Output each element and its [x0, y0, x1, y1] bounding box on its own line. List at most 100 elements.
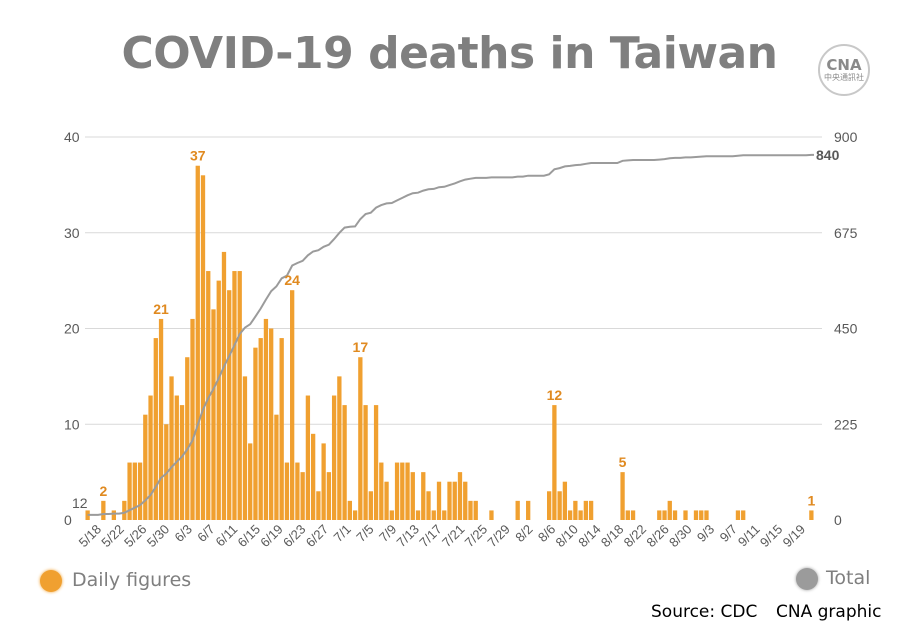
daily-bar — [363, 405, 368, 520]
daily-bar — [588, 500, 594, 520]
daily-bar — [400, 462, 405, 520]
daily-bar — [331, 395, 337, 520]
x-tick-label: 6/19 — [257, 522, 286, 551]
x-tick-label: 5/30 — [144, 522, 173, 551]
bar-value-label: 2 — [99, 483, 107, 499]
daily-bar — [672, 510, 678, 520]
bar-value-label: 24 — [284, 272, 300, 288]
legend-total-label: Total — [826, 567, 871, 589]
daily-bar — [526, 500, 531, 520]
left-axis-tick-label: 10 — [64, 416, 80, 432]
x-tick-label: 9/3 — [694, 522, 717, 545]
daily-bar — [274, 414, 279, 520]
x-tick-label: 7/29 — [484, 522, 513, 551]
daily-bar — [657, 510, 662, 520]
daily-bar — [190, 318, 195, 520]
x-tick-label: 8/14 — [575, 522, 604, 551]
daily-bar — [452, 481, 457, 520]
x-tick-label: 7/5 — [353, 522, 376, 545]
daily-bar — [352, 510, 358, 520]
total-start-label: 12 — [72, 495, 88, 511]
daily-bar — [305, 395, 311, 520]
daily-bar — [389, 510, 394, 520]
daily-bar — [310, 433, 316, 520]
daily-bar — [809, 510, 814, 520]
daily-bar — [442, 510, 447, 520]
right-axis-tick-label: 0 — [834, 512, 842, 528]
daily-bar — [693, 510, 699, 520]
daily-bar — [211, 309, 216, 520]
daily-bar — [342, 405, 347, 520]
cna-logo: CNA 中央通訊社 — [818, 44, 870, 96]
daily-bar — [326, 472, 332, 520]
daily-bar — [567, 510, 573, 520]
daily-bar — [127, 462, 132, 520]
x-tick-label: 8/10 — [553, 522, 582, 551]
total-line — [87, 153, 814, 516]
x-tick-label: 7/25 — [462, 522, 491, 551]
daily-bar — [143, 414, 148, 520]
daily-bar — [185, 357, 190, 520]
daily-bar — [111, 510, 116, 520]
x-tick-label: 9/11 — [735, 522, 763, 550]
daily-bar — [200, 175, 206, 521]
daily-bar — [620, 472, 625, 520]
x-tick-label: 6/11 — [213, 522, 241, 550]
daily-bar — [253, 347, 258, 520]
daily-bar — [384, 481, 389, 520]
x-tick-label: 7/1 — [331, 522, 354, 545]
daily-bar — [337, 376, 342, 520]
daily-bar — [578, 510, 583, 520]
daily-bar — [457, 472, 463, 520]
bar-value-label: 5 — [619, 454, 627, 470]
daily-bar — [379, 462, 384, 520]
bar-value-label: 1 — [807, 492, 815, 508]
x-tick-label: 8/26 — [643, 522, 672, 551]
daily-bar — [410, 472, 415, 520]
daily-bar — [436, 481, 442, 520]
logo-subtitle: 中央通訊社 — [824, 73, 864, 82]
daily-bar — [573, 500, 578, 520]
daily-bar — [552, 405, 557, 520]
bar-labels: 12 840 2 21 37 24 17 12 5 1 — [72, 147, 840, 511]
bar-value-label: 17 — [353, 339, 369, 355]
left-axis-tick-label: 30 — [64, 225, 80, 241]
daily-bar — [468, 500, 473, 520]
daily-bar — [179, 405, 185, 520]
legend-total-marker — [796, 568, 818, 590]
x-tick-label: 5/18 — [76, 522, 105, 551]
daily-bar — [735, 510, 741, 520]
x-tick-label: 6/3 — [172, 522, 195, 545]
daily-bar — [153, 338, 158, 520]
daily-bar — [169, 376, 174, 520]
daily-bar — [699, 510, 704, 520]
daily-bar — [667, 500, 672, 520]
x-tick-label: 5/22 — [98, 522, 127, 551]
total-line-group — [87, 153, 814, 516]
daily-bar — [248, 443, 253, 520]
daily-bar — [405, 462, 410, 520]
daily-bar — [237, 271, 242, 520]
daily-bar — [295, 462, 300, 520]
daily-bar — [431, 510, 436, 520]
daily-bars — [85, 165, 814, 521]
x-tick-label: 7/21 — [439, 522, 468, 551]
left-axis-tick-label: 0 — [64, 512, 72, 528]
daily-bar — [148, 395, 153, 520]
daily-bar — [290, 290, 295, 520]
daily-bar — [704, 510, 709, 520]
daily-bar — [227, 290, 232, 520]
daily-bar — [300, 472, 305, 520]
bar-value-label: 12 — [547, 387, 563, 403]
daily-bar — [473, 500, 478, 520]
logo-mark: CNA — [826, 56, 862, 74]
daily-bar — [321, 443, 326, 520]
daily-bar — [132, 462, 137, 520]
daily-bar — [216, 280, 221, 520]
daily-bar — [662, 510, 667, 520]
x-tick-label: 7/13 — [394, 522, 423, 551]
x-tick-label: 8/2 — [512, 522, 535, 545]
daily-bar — [630, 510, 636, 520]
daily-bar — [101, 500, 106, 520]
